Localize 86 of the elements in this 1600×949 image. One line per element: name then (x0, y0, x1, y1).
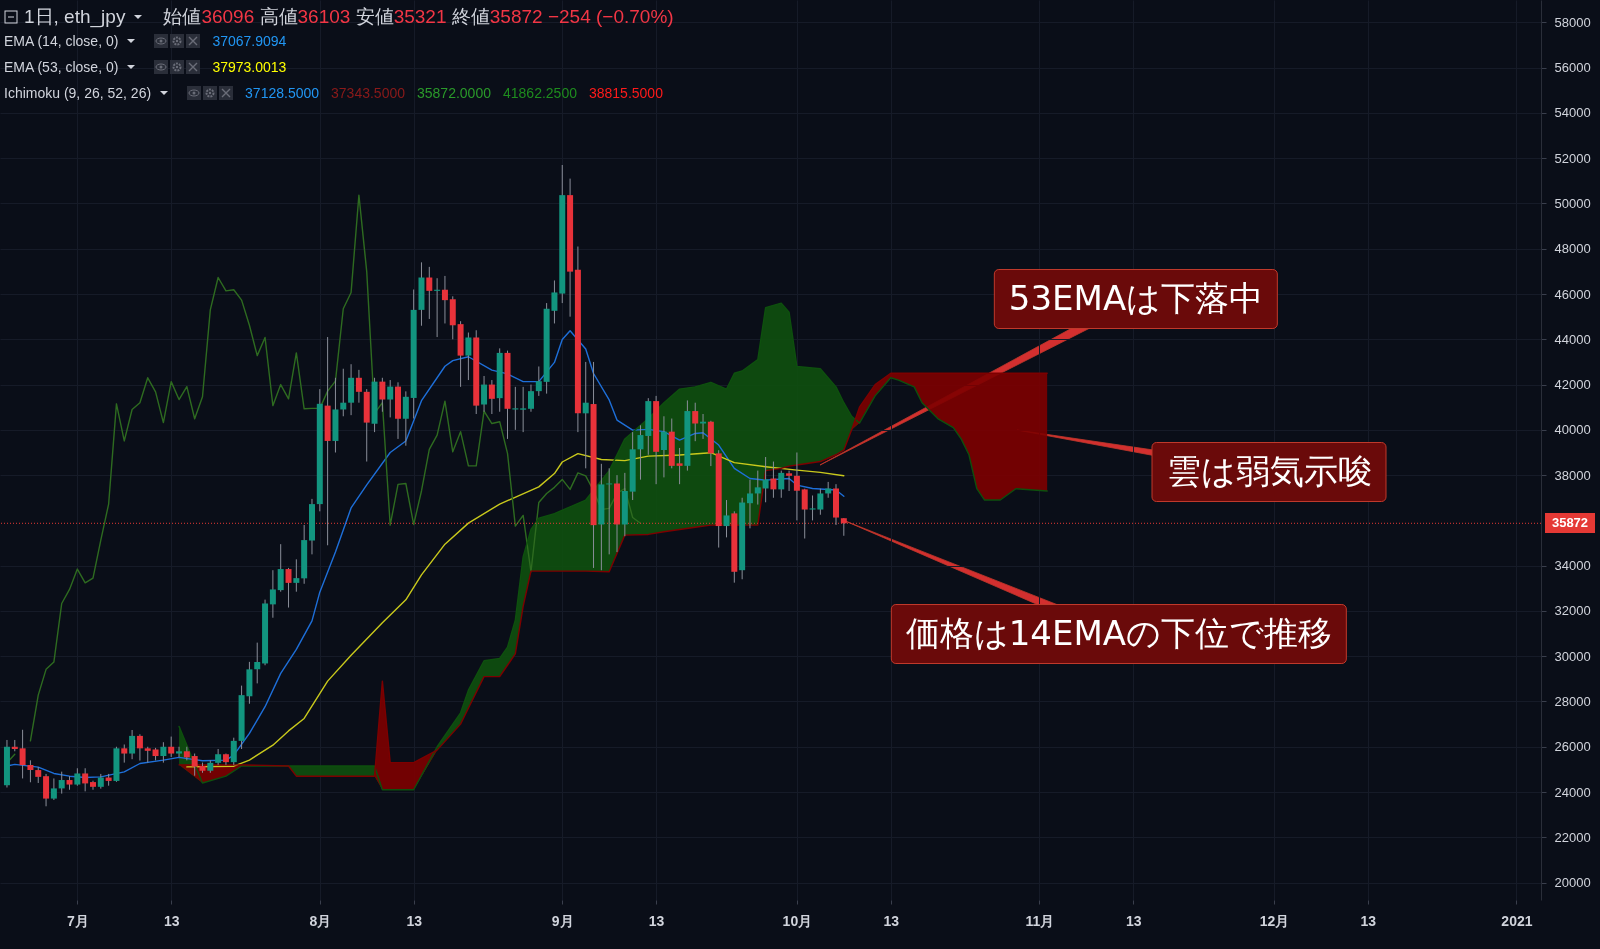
x-tick-label: 2021 (1501, 912, 1533, 929)
y-tick-label: 58000 (1554, 14, 1591, 30)
y-tick-label: 42000 (1554, 377, 1591, 393)
chart-title: 1日, eth_jpy (24, 5, 126, 30)
y-tick-label: 46000 (1554, 286, 1591, 302)
y-tick-label: 24000 (1554, 784, 1591, 800)
candlestick (793, 451, 800, 521)
candlestick (355, 369, 362, 404)
y-tick-label: 56000 (1554, 60, 1591, 76)
y-tick-label: 44000 (1554, 331, 1591, 347)
candlestick (660, 415, 667, 478)
candlestick (129, 729, 136, 760)
x-tick-label: 9月 (551, 912, 574, 929)
x-tick-label: 13 (1360, 912, 1377, 929)
candlestick (176, 746, 183, 758)
candlestick (27, 759, 34, 783)
y-tick-label: 22000 (1554, 829, 1591, 845)
y-tick-label: 54000 (1554, 105, 1591, 121)
candlestick (778, 470, 785, 499)
y-tick-label: 40000 (1554, 422, 1591, 438)
text: 始値36096 高値36103 安値35321 終値35872 −254 (−0.70%) (163, 6, 674, 27)
candlestick (754, 470, 761, 506)
y-tick-label: 28000 (1554, 693, 1591, 709)
candlestick (160, 741, 167, 764)
candlestick (277, 543, 284, 593)
candlestick (402, 390, 409, 447)
x-tick-label: 13 (883, 912, 900, 929)
candlestick (535, 365, 542, 397)
candlestick (426, 266, 433, 320)
candlestick (700, 413, 707, 440)
candlestick (465, 332, 472, 381)
x-tick-label: 13 (163, 912, 180, 929)
y-tick-label: 48000 (1554, 241, 1591, 257)
x-tick-label: 7月 (66, 912, 89, 929)
x-tick-label: 13 (648, 912, 665, 929)
candlestick (723, 499, 730, 538)
candlestick (786, 470, 793, 492)
candlestick (527, 384, 534, 413)
candlestick (488, 379, 495, 415)
candlestick (582, 361, 589, 469)
candlestick (387, 379, 394, 418)
candlestick (441, 275, 448, 324)
y-tick-label: 50000 (1554, 196, 1591, 211)
candlestick (254, 642, 261, 684)
annotation: 53EMAは下落中 (993, 269, 1279, 329)
annotation: 雲は弱気示唆 (1151, 442, 1387, 502)
candlestick (285, 567, 292, 609)
text: Ichimoku (9, 26, 52, 26) 37128.5000 37343.5000 35872.0000 41862.2500 38815.5000 (4, 85, 663, 101)
y-tick-label: 32000 (1554, 603, 1591, 619)
candlestick (770, 461, 777, 499)
candlestick (746, 479, 753, 529)
candlestick (121, 743, 128, 764)
candlestick (379, 377, 386, 413)
candlestick (19, 729, 26, 779)
x-tick-label: 13 (406, 912, 423, 929)
candlestick (520, 386, 527, 433)
y-tick-label: 20000 (1554, 875, 1591, 891)
ref-line-label: 35872 (1545, 513, 1595, 534)
candlestick (692, 402, 699, 442)
candlestick (82, 767, 89, 792)
y-tick-label: 26000 (1554, 739, 1591, 755)
y-tick-label: 38000 (1554, 467, 1591, 483)
candlestick (50, 777, 57, 801)
x-tick-label: 8月 (309, 912, 332, 929)
x-tick-label: 11月 (1025, 912, 1055, 929)
line-series (186, 452, 845, 768)
x-tick-label: 12月 (1259, 912, 1290, 929)
y-tick-label: 52000 (1554, 150, 1591, 166)
candlestick (58, 771, 65, 795)
candlestick (43, 773, 50, 807)
text: EMA (53, close, 0) 37973.0013 (4, 59, 287, 75)
y-tick-label: 30000 (1554, 648, 1591, 664)
candlestick (481, 375, 488, 413)
text: EMA (14, close, 0) 37067.9094 (4, 33, 287, 49)
candlestick (637, 424, 644, 481)
candlestick (168, 736, 175, 758)
x-tick-label: 13 (1125, 912, 1142, 929)
y-tick-label: 34000 (1554, 558, 1591, 574)
candlestick (230, 737, 237, 766)
candlestick (293, 558, 300, 593)
annotation: 価格は14EMAの下位で推移 (890, 604, 1347, 665)
candlestick (676, 447, 683, 485)
x-tick-label: 10月 (782, 912, 813, 929)
candlestick (762, 456, 769, 503)
candlestick (136, 733, 143, 762)
candlestick (269, 569, 276, 619)
